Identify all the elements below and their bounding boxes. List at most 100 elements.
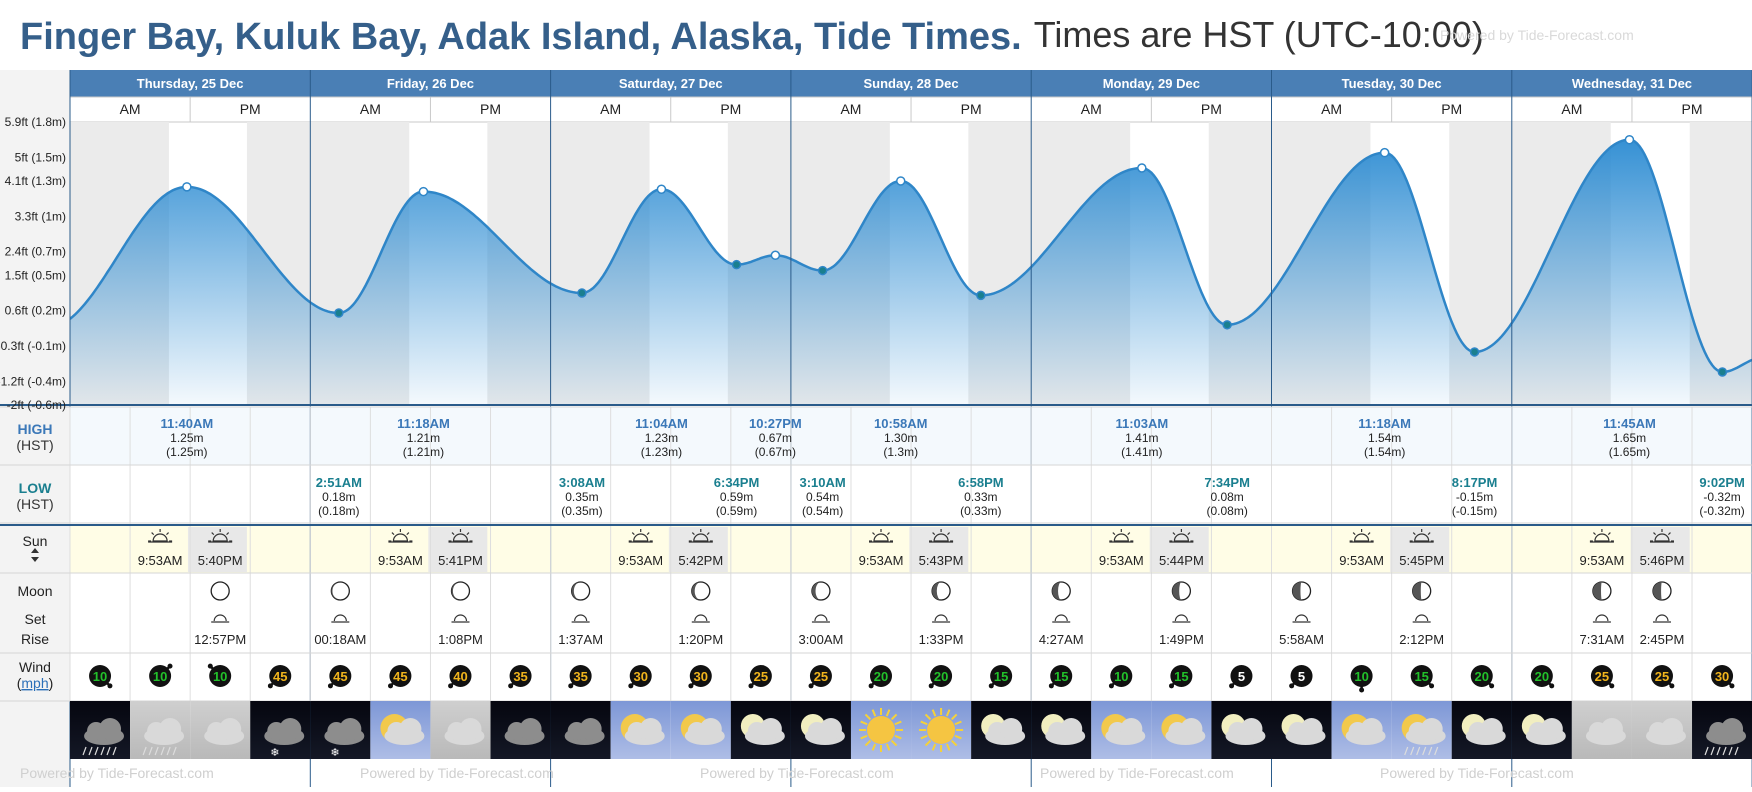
moon-cloud-icon (1031, 701, 1092, 759)
moon-phase-icon (450, 581, 471, 601)
y-axis: -2ft (-0.6m) -1.2ft (-0.4m) -0.3ft (-0.1m)… (0, 115, 66, 412)
tide-high-height: 1.25m (170, 431, 203, 445)
snowflake-icon: ❄ (270, 747, 279, 759)
wind-row: 10 10 10 45 45 45 40 35 35 30 30 25 25 20 20 15 15 10 15 5 5… (89, 663, 1735, 693)
moon-cloud-icon (790, 701, 851, 759)
cloudy-icon (1631, 701, 1693, 759)
moonrise-icon (1412, 614, 1431, 623)
pm-label: PM (1201, 101, 1222, 117)
wind-indicator: 25 (1590, 665, 1615, 689)
wind-indicator: 10 (89, 665, 113, 689)
am-label: AM (1321, 101, 1342, 117)
tide-low-height: 0.35m (565, 490, 598, 504)
sunny-icon (850, 701, 912, 759)
tide-high-height: 1.21m (407, 431, 440, 445)
moon-set-time: 4:27AM (1039, 632, 1084, 647)
wind-unit-link[interactable]: mph (21, 675, 48, 691)
weather-row: ❄ ❄ (70, 701, 1752, 759)
tide-high-marker (418, 186, 429, 197)
wind-speed: 15 (994, 669, 1008, 684)
wind-speed: 20 (874, 669, 888, 684)
sunrise-icon (869, 529, 894, 543)
cloudy-icon (1571, 701, 1632, 759)
sunset-icon (448, 529, 473, 543)
left-label-column (0, 70, 70, 787)
timezone-note: Times are HST (UTC-10:00) (1034, 14, 1484, 55)
wind-speed: 30 (694, 669, 708, 684)
moon-label: Moon (17, 583, 52, 599)
wind-speed: 10 (153, 669, 167, 684)
moon-phase-icon (811, 581, 831, 601)
day-header: Thursday, 25 Dec (137, 76, 244, 91)
y-tick-label: 0.6ft (0.2m) (5, 304, 66, 318)
sunset-time: 5:42PM (678, 553, 723, 568)
sunset-icon (929, 529, 954, 543)
page-title: Finger Bay, Kuluk Bay, Adak Island, Alas… (20, 16, 1022, 58)
moon-times: 12:57PM 00:18AM 1:08PM 1:37AM 1:20PM 3:00AM 1:… (194, 581, 1684, 647)
moon-rise-time: 1:33PM (919, 632, 964, 647)
moon-phase-icon (1171, 581, 1192, 601)
sunrise-time: 9:53AM (138, 553, 183, 568)
watermark: Powered by Tide-Forecast.com (1440, 27, 1634, 43)
y-tick-label: 4.1ft (1.3m) (5, 174, 66, 188)
tide-high-height: 1.41m (1125, 431, 1158, 445)
cloudy-night-icon (490, 701, 551, 759)
tide-low-marker (1469, 347, 1480, 357)
low-label: LOW (19, 480, 52, 496)
am-label: AM (1561, 101, 1582, 117)
tide-low-time: 7:34PM (1204, 475, 1250, 490)
partly-sunny-icon (670, 701, 731, 759)
tide-low-height-alt: (0.08m) (1206, 504, 1247, 518)
pm-label: PM (480, 101, 501, 117)
sun-toggle-icon[interactable] (31, 548, 39, 562)
y-tick-label: -2ft (-0.6m) (7, 398, 66, 412)
wind-speed: 30 (1715, 669, 1729, 684)
tide-high-height-alt: (1.3m) (883, 445, 918, 459)
pm-label: PM (1441, 101, 1462, 117)
tide-high-height: 1.54m (1368, 431, 1401, 445)
partly-sunny-icon (610, 701, 671, 759)
moon-rise-time: 2:12PM (1399, 632, 1444, 647)
tide-low-height: -0.15m (1456, 490, 1493, 504)
partly-sunny-icon (1331, 701, 1392, 759)
wind-speed: 5 (1298, 669, 1305, 684)
tide-high-time: 11:18AM (1358, 416, 1411, 431)
moonrise-icon (211, 614, 230, 623)
moon-phase-icon (1412, 581, 1432, 601)
am-label: AM (600, 101, 621, 117)
pm-label: PM (240, 101, 261, 117)
moon-set-time: 00:18AM (314, 632, 366, 647)
moonset-icon (1292, 614, 1311, 623)
tide-high-height: 0.67m (759, 431, 792, 445)
sunrise-time: 9:53AM (378, 553, 423, 568)
moonset-icon (1592, 614, 1611, 623)
tide-low-height: -0.32m (1703, 490, 1740, 504)
rain-night-icon (70, 701, 131, 759)
sunrise-time: 9:53AM (1099, 553, 1144, 568)
snowflake-icon: ❄ (330, 747, 339, 759)
grid-lines (0, 70, 1752, 787)
sunrise-icon (1349, 529, 1374, 543)
wind-speed: 10 (1354, 669, 1368, 684)
sun-label: Sun (23, 533, 48, 549)
wind-indicator: 45 (267, 665, 292, 689)
moon-phase-icon (691, 581, 711, 601)
moon-set-time: 7:31AM (1580, 632, 1625, 647)
tide-high-height-alt: (0.67m) (755, 445, 796, 459)
sunset-time: 5:45PM (1399, 553, 1444, 568)
moon-set-time: 5:58AM (1279, 632, 1324, 647)
day-header: Friday, 26 Dec (387, 76, 474, 91)
ampm-labels: AM PM AM PM AM PM AM PM AM PM AM PM AM PM (120, 101, 1703, 117)
sunset-icon (208, 529, 233, 543)
day-header: Monday, 29 Dec (1103, 76, 1200, 91)
moon-rise-time: 1:49PM (1159, 632, 1204, 647)
sunset-icon (1169, 529, 1194, 543)
high-tz-label: (HST) (16, 437, 53, 453)
tide-low-time: 3:10AM (800, 475, 846, 490)
moon-rise-label: Rise (21, 631, 49, 647)
moonset-icon (811, 614, 830, 623)
wind-indicator: 30 (628, 665, 652, 689)
wind-speed: 15 (1174, 669, 1188, 684)
tide-high-marker (1624, 134, 1635, 145)
tide-low-height-alt: (0.59m) (716, 504, 757, 518)
